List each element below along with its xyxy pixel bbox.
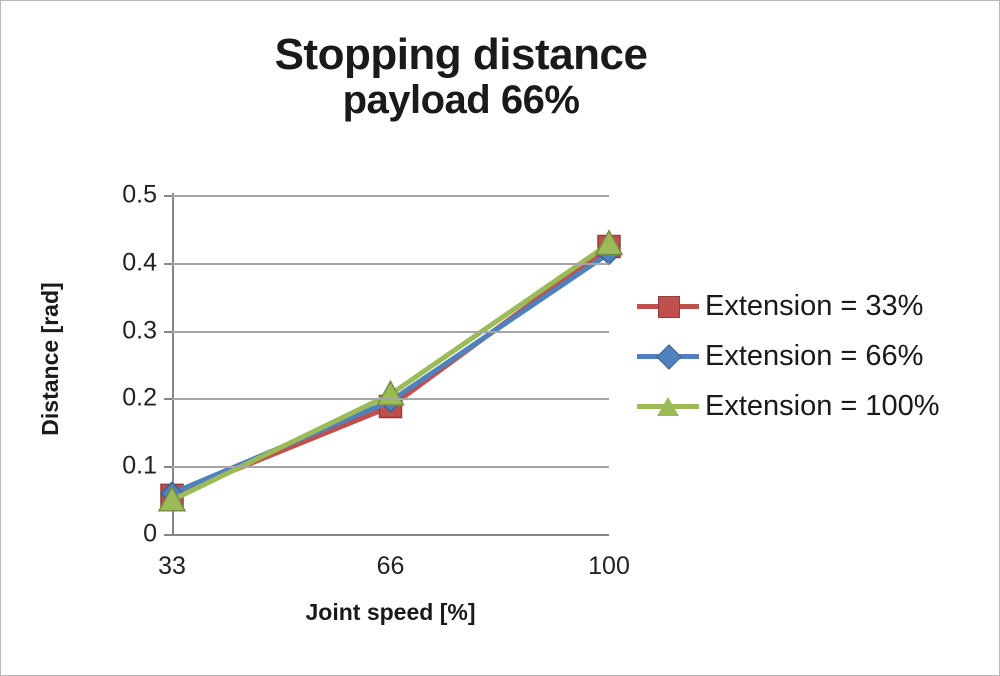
y-tick-mark-0.1 [164, 466, 172, 469]
series-line-2 [170, 241, 611, 503]
y-tick-label-0.4: 0.4 [122, 248, 157, 277]
legend-swatch-square-icon [637, 292, 699, 320]
legend-label-2: Extension = 100% [705, 389, 940, 422]
gridline-0.1 [172, 466, 609, 469]
y-tick-mark-0.4 [164, 262, 172, 265]
x-tick-label-66: 66 [376, 552, 405, 580]
legend-marker-diamond-icon [656, 344, 682, 370]
legend-marker-square-icon [658, 296, 680, 318]
legend-item-2[interactable]: Extension = 100% [637, 381, 987, 431]
data-point-2-2 [594, 229, 624, 256]
y-tick-mark-0 [164, 534, 172, 536]
gridline-0.5 [172, 195, 609, 197]
legend-label-1: Extension = 66% [705, 339, 924, 372]
series-line-0 [171, 244, 611, 498]
x-tick-label-33: 33 [158, 552, 186, 580]
y-axis-title-label: Distance [rad] [37, 282, 63, 436]
legend-marker-triangle-icon [657, 397, 679, 416]
x-axis-title: Joint speed [%] [305, 599, 476, 625]
gridline-0.4 [172, 262, 609, 265]
chart-title-main: Stopping distance [274, 30, 648, 79]
y-tick-mark-0.5 [164, 195, 172, 197]
x-tick-label-100: 100 [588, 552, 630, 580]
y-tick-mark-0.2 [164, 398, 172, 401]
y-tick-mark-0.3 [164, 330, 172, 333]
y-tick-label-0.5: 0.5 [122, 180, 157, 209]
y-tick-label-0.3: 0.3 [122, 316, 157, 345]
chart-title: Stopping distance payload 66% [1, 31, 921, 122]
y-tick-label-0: 0 [143, 519, 157, 548]
data-point-2-0 [157, 485, 187, 512]
legend-swatch-triangle-icon [637, 392, 699, 420]
series-plot [157, 229, 624, 512]
y-axis-line [172, 193, 174, 536]
y-tick-label-0.1: 0.1 [122, 451, 157, 480]
gridline-0 [172, 534, 609, 536]
legend-label-0: Extension = 33% [705, 289, 924, 322]
legend-item-0[interactable]: Extension = 33% [637, 281, 987, 331]
legend-item-1[interactable]: Extension = 66% [637, 331, 987, 381]
plot-area [157, 195, 624, 536]
y-tick-label-0.2: 0.2 [122, 383, 157, 412]
legend-swatch-diamond-icon [637, 342, 699, 370]
chart-subtitle: payload 66% [342, 77, 580, 122]
chart-legend: Extension = 33% Extension = 66% Extension … [637, 281, 987, 431]
gridline-0.3 [172, 330, 609, 333]
x-axis-tick-labels: 33 66 100 [158, 552, 630, 588]
y-axis-title: Distance [rad] [37, 1, 64, 435]
y-axis-tick-labels: 0 0.1 0.2 0.3 0.4 0.5 [85, 181, 157, 548]
gridline-0.2 [172, 398, 609, 401]
